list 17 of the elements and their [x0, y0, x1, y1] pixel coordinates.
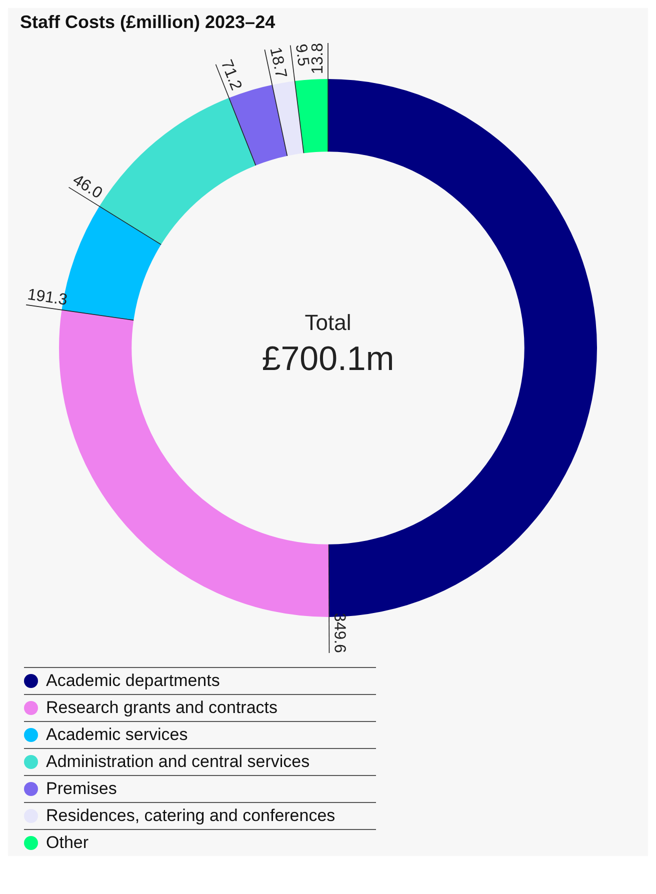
data-label: 18.7 — [266, 46, 290, 80]
data-label: 349.6 — [330, 612, 348, 654]
data-label: 191.3 — [26, 286, 68, 309]
data-label: 46.0 — [70, 172, 106, 202]
legend-label: Research grants and contracts — [46, 698, 278, 718]
legend-label: Administration and central services — [46, 752, 310, 772]
legend-label: Premises — [46, 779, 117, 799]
legend-label: Other — [46, 833, 89, 853]
legend-label: Academic departments — [46, 671, 220, 691]
data-label: 13.8 — [309, 42, 326, 74]
text: Total — [304, 310, 352, 335]
text: £700.1m — [262, 340, 394, 378]
chart-title: Staff Costs (£million) 2023–24 — [20, 12, 276, 33]
legend-label: Academic services — [46, 725, 188, 745]
data-label: 9.5 — [292, 43, 312, 68]
legend-label: Residences, catering and conferences — [46, 806, 336, 826]
data-label: 71.2 — [217, 58, 245, 93]
